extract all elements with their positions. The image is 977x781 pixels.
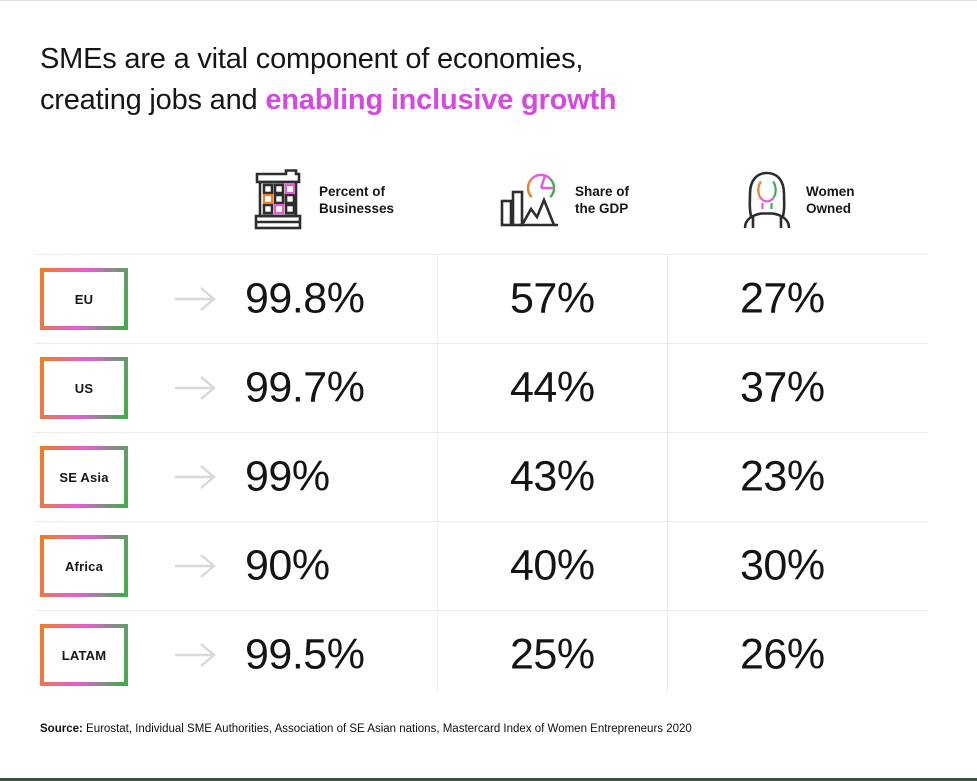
source-label: Source: xyxy=(40,723,83,735)
value-women-owned: 37% xyxy=(740,363,825,412)
region-badge: SE Asia xyxy=(40,446,128,508)
value-share-of-gdp: 40% xyxy=(510,541,595,590)
column-label: Women Owned xyxy=(806,183,855,217)
region-badge: LATAM xyxy=(40,624,128,686)
table-row-us: US 99.7% 44% 37% xyxy=(35,343,928,432)
title-line-2-prefix: creating jobs and xyxy=(40,84,266,116)
region-badge: Africa xyxy=(40,535,128,597)
arrow-right-icon xyxy=(175,554,216,578)
value-share-of-gdp: 44% xyxy=(510,363,595,412)
arrow-right-icon xyxy=(175,376,216,400)
value-percent-of-businesses: 99.5% xyxy=(245,630,365,679)
column-label-line1: Share of xyxy=(575,184,630,199)
data-table: EU 99.8% 57% 27% US 99.7% 44% 37% SE Asi… xyxy=(35,254,928,699)
column-header-women-owned: Women Owned xyxy=(741,167,855,233)
region-badge: EU xyxy=(40,268,128,330)
woman-icon xyxy=(743,171,791,229)
page-title: SMEs are a vital component of economies,… xyxy=(40,39,617,121)
value-percent-of-businesses: 99.7% xyxy=(245,363,365,412)
column-divider xyxy=(667,254,668,693)
title-line-2: creating jobs and enabling inclusive gro… xyxy=(40,80,617,121)
title-highlight: enabling inclusive growth xyxy=(265,84,617,116)
column-label-line2: the GDP xyxy=(575,201,629,216)
arrow-right-icon xyxy=(175,287,216,311)
column-header-share-of-gdp: Share of the GDP xyxy=(500,167,629,233)
column-label: Share of the GDP xyxy=(575,183,629,217)
value-percent-of-businesses: 99.8% xyxy=(245,274,365,323)
column-label-line1: Women xyxy=(806,184,855,199)
column-label-line2: Businesses xyxy=(319,201,395,216)
value-percent-of-businesses: 90% xyxy=(245,541,330,590)
region-label: US xyxy=(74,380,94,396)
value-women-owned: 30% xyxy=(740,541,825,590)
value-share-of-gdp: 25% xyxy=(510,630,595,679)
region-label: EU xyxy=(74,291,94,307)
column-label-line1: Percent of xyxy=(319,184,386,199)
title-line-1: SMEs are a vital component of economies, xyxy=(40,43,584,75)
value-percent-of-businesses: 99% xyxy=(245,452,330,501)
bottom-accent-bar xyxy=(0,778,977,781)
table-row-eu: EU 99.8% 57% 27% xyxy=(35,254,928,343)
table-row-latam: LATAM 99.5% 25% 26% xyxy=(35,610,928,699)
column-label-line2: Owned xyxy=(806,201,852,216)
value-women-owned: 27% xyxy=(740,274,825,323)
value-share-of-gdp: 43% xyxy=(510,452,595,501)
column-divider xyxy=(437,254,438,693)
value-women-owned: 26% xyxy=(740,630,825,679)
value-share-of-gdp: 57% xyxy=(510,274,595,323)
region-label: Africa xyxy=(64,558,104,574)
column-header-percent-of-businesses: Percent of Businesses xyxy=(250,167,394,233)
region-label: LATAM xyxy=(61,647,107,663)
table-row-africa: Africa 90% 40% 30% xyxy=(35,521,928,610)
region-label: SE Asia xyxy=(59,469,109,485)
source-text: Eurostat, Individual SME Authorities, As… xyxy=(82,723,692,735)
value-women-owned: 23% xyxy=(740,452,825,501)
column-label: Percent of Businesses xyxy=(319,183,394,217)
table-row-se-asia: SE Asia 99% 43% 23% xyxy=(35,432,928,521)
region-badge: US xyxy=(40,357,128,419)
source-note: Source: Eurostat, Individual SME Authori… xyxy=(40,723,692,735)
charts-icon xyxy=(500,173,558,227)
building-icon xyxy=(254,169,302,230)
arrow-right-icon xyxy=(175,465,216,489)
arrow-right-icon xyxy=(175,643,216,667)
